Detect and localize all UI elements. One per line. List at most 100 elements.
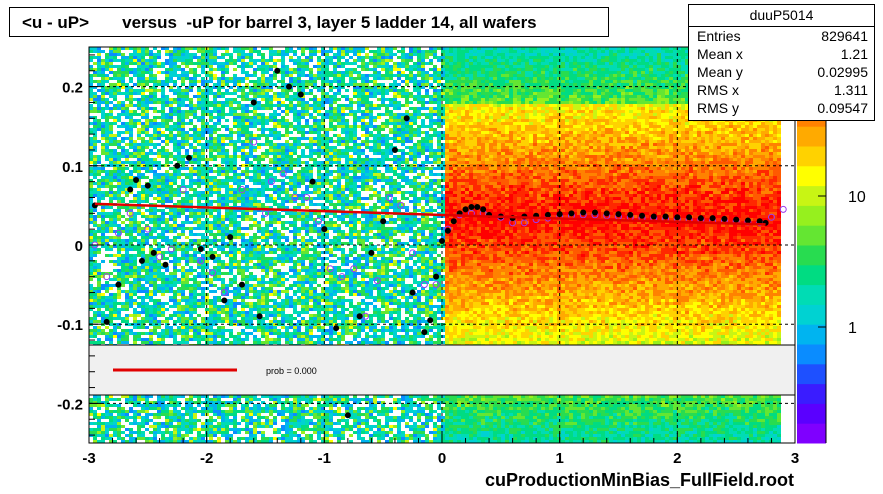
heatmap-cell (153, 314, 157, 317)
heatmap-cell (241, 311, 245, 314)
heatmap-cell (177, 50, 181, 53)
heatmap-cell (205, 296, 209, 299)
heatmap-cell (101, 341, 105, 344)
heatmap-cell (197, 50, 201, 53)
heatmap-cell (233, 431, 237, 434)
heatmap-cell (201, 275, 205, 278)
heatmap-cell (93, 134, 97, 137)
heatmap-cell (165, 113, 169, 116)
heatmap-cell (213, 56, 217, 59)
heatmap-cell (173, 191, 177, 194)
heatmap-cell (197, 119, 201, 122)
heatmap-cell (177, 59, 181, 62)
heatmap-cell (125, 266, 129, 269)
heatmap-cell (145, 326, 149, 329)
heatmap-cell (125, 179, 129, 182)
heatmap-cell (277, 332, 281, 335)
heatmap-cell (89, 218, 93, 221)
heatmap-cell (221, 317, 225, 320)
heatmap-cell (133, 197, 137, 200)
heatmap-cell (269, 263, 273, 266)
heatmap-cell (129, 263, 133, 266)
heatmap-cell (265, 170, 269, 173)
heatmap-cell (105, 65, 109, 68)
heatmap-cell (193, 95, 197, 98)
heatmap-cell (213, 77, 217, 80)
heatmap-cell (281, 224, 285, 227)
heatmap-cell (205, 242, 209, 245)
heatmap-cell (281, 161, 285, 164)
heatmap-cell (149, 170, 153, 173)
heatmap-cell (189, 119, 193, 122)
heatmap-cell (221, 404, 225, 407)
heatmap-cell (117, 326, 121, 329)
heatmap-cell (197, 335, 201, 338)
heatmap-cell (101, 311, 105, 314)
heatmap-cell (265, 422, 269, 425)
heatmap-cell (173, 212, 177, 215)
heatmap-cell (93, 290, 97, 293)
heatmap-cell (101, 131, 105, 134)
heatmap-cell (193, 440, 197, 443)
heatmap-cell (125, 110, 129, 113)
heatmap-cell (129, 173, 133, 176)
heatmap-cell (265, 98, 269, 101)
heatmap-cell (261, 77, 265, 80)
heatmap-cell (165, 395, 169, 398)
heatmap-cell (237, 86, 241, 89)
heatmap-cell (165, 224, 169, 227)
heatmap-cell (157, 128, 161, 131)
heatmap-cell (213, 398, 217, 401)
heatmap-cell (169, 224, 173, 227)
heatmap-cell (113, 77, 117, 80)
heatmap-cell (261, 308, 265, 311)
heatmap-cell (197, 134, 201, 137)
heatmap-cell (229, 305, 233, 308)
heatmap-cell (181, 143, 185, 146)
heatmap-cell (189, 47, 193, 50)
heatmap-cell (157, 407, 161, 410)
heatmap-cell (97, 275, 101, 278)
heatmap-cell (117, 275, 121, 278)
heatmap-cell (209, 185, 213, 188)
heatmap-cell (249, 218, 253, 221)
heatmap-cell (101, 314, 105, 317)
heatmap-cell (253, 125, 257, 128)
heatmap-cell (93, 149, 97, 152)
heatmap-cell (241, 242, 245, 245)
heatmap-cell (265, 65, 269, 68)
heatmap-cell (117, 416, 121, 419)
heatmap-cell (237, 104, 241, 107)
heatmap-cell (125, 137, 129, 140)
heatmap-cell (141, 431, 145, 434)
heatmap-cell (129, 440, 133, 443)
heatmap-cell (121, 260, 125, 263)
heatmap-cell (177, 128, 181, 131)
heatmap-cell (113, 230, 117, 233)
heatmap-cell (149, 314, 153, 317)
heatmap-cell (189, 290, 193, 293)
heatmap-cell (201, 437, 205, 440)
heatmap-cell (89, 308, 93, 311)
heatmap-cell (273, 119, 277, 122)
heatmap-cell (189, 437, 193, 440)
heatmap-cell (125, 410, 129, 413)
heatmap-cell (137, 143, 141, 146)
heatmap-cell (137, 296, 141, 299)
heatmap-cell (129, 290, 133, 293)
heatmap-cell (153, 407, 157, 410)
heatmap-cell (213, 185, 217, 188)
heatmap-cell (201, 71, 205, 74)
heatmap-cell (269, 173, 273, 176)
heatmap-cell (261, 152, 265, 155)
heatmap-cell (137, 326, 141, 329)
heatmap-cell (145, 143, 149, 146)
heatmap-cell (165, 437, 169, 440)
heatmap-cell (197, 191, 201, 194)
heatmap-cell (173, 281, 177, 284)
heatmap-cell (177, 260, 181, 263)
heatmap-cell (253, 278, 257, 281)
heatmap-cell (193, 77, 197, 80)
heatmap-cell (277, 188, 281, 191)
heatmap-cell (261, 68, 265, 71)
